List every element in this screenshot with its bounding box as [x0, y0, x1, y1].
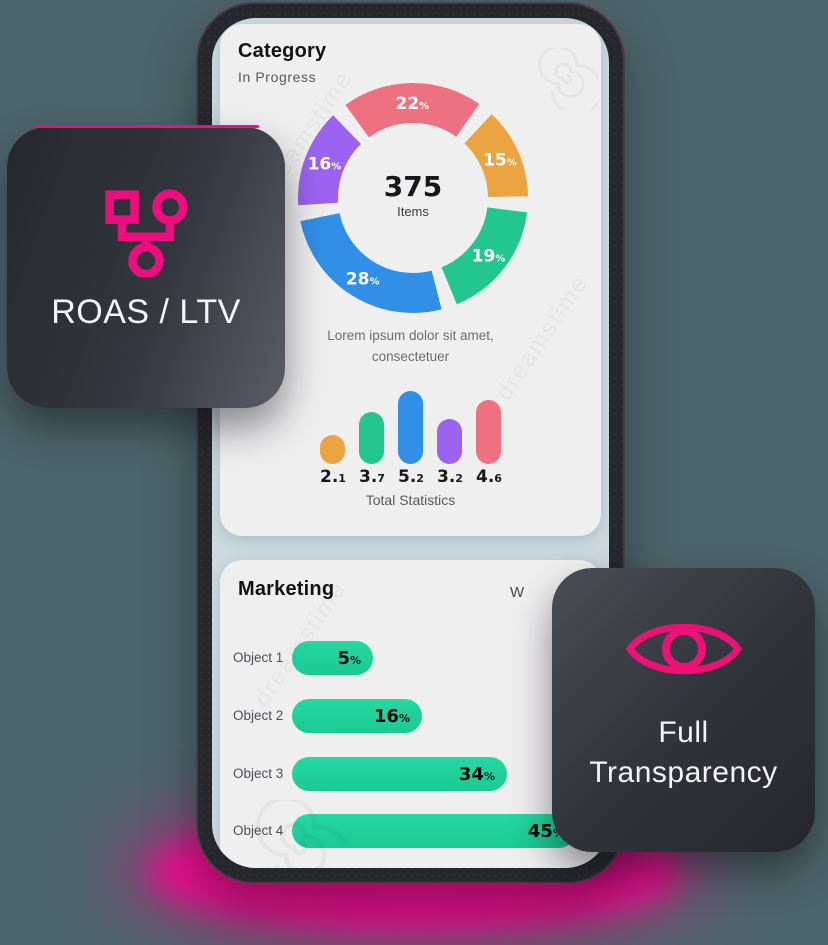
category-note-line2: consectetuer: [371, 348, 450, 364]
stat-bar[interactable]: [359, 412, 384, 464]
stat-bar[interactable]: [398, 391, 423, 464]
marketing-bar-value: 34%: [458, 763, 495, 785]
roas-ltv-card[interactable]: ROAS / LTV: [7, 125, 285, 408]
category-subtitle: In Progress: [238, 69, 317, 85]
marketing-card: Marketing W Object 1 5% Object 2 16% Object …: [220, 560, 601, 868]
bar-chart-value-labels: 2.1 3.7 5.2 3.2 4.6: [220, 467, 601, 487]
donut-segment[interactable]: [440, 206, 528, 305]
roas-ltv-label: ROAS / LTV: [51, 293, 241, 331]
category-note: Lorem ipsum dolor sit amet, consectetuer: [220, 326, 601, 368]
donut-center: 375 Items: [353, 170, 473, 219]
category-title: Category: [238, 40, 327, 62]
donut-chart[interactable]: 22%15%19%28%16%: [288, 73, 538, 323]
roas-card-accent-line: [33, 125, 259, 128]
stat-bar[interactable]: [476, 399, 501, 464]
marketing-row-label: Object 3: [233, 766, 284, 781]
marketing-row-label: Object 2: [233, 708, 284, 723]
stat-bar-value: 4.6: [476, 467, 502, 487]
marketing-bar[interactable]: 45%: [292, 814, 576, 848]
full-transparency-label-line2: Transparency: [589, 756, 778, 789]
donut-total-value: 375: [383, 170, 443, 203]
donut-segment[interactable]: [298, 115, 362, 206]
donut-segment[interactable]: [300, 212, 442, 313]
branch-network-icon: [7, 189, 285, 277]
stat-bar-value: 5.2: [398, 467, 424, 487]
marketing-bar[interactable]: 5%: [292, 641, 373, 675]
bar-chart[interactable]: [220, 386, 601, 464]
stat-bar-value: 2.1: [320, 467, 346, 487]
full-transparency-label-line1: Full: [658, 716, 709, 749]
marketing-title: Marketing: [238, 578, 335, 600]
watermark-spiral-icon: [538, 48, 598, 110]
stat-bar[interactable]: [320, 434, 345, 464]
full-transparency-card[interactable]: Full Transparency: [552, 568, 815, 852]
stat-bar[interactable]: [437, 419, 462, 464]
donut-segment[interactable]: [345, 83, 480, 138]
marketing-row-label: Object 4: [233, 823, 284, 838]
marketing-bar[interactable]: 16%: [292, 699, 422, 733]
marketing-bar-value: 16%: [373, 705, 410, 727]
marketing-bar-value: 5%: [337, 647, 361, 669]
stat-bar-value: 3.2: [437, 467, 463, 487]
marketing-row-label: Object 1: [233, 650, 284, 665]
marketing-bar[interactable]: 34%: [292, 757, 507, 791]
bar-chart-caption: Total Statistics: [365, 492, 456, 508]
marketing-period-label-partial: W: [510, 584, 525, 601]
donut-segment[interactable]: [463, 114, 528, 198]
category-note-line1: Lorem ipsum dolor sit amet,: [327, 328, 494, 343]
donut-total-label: Items: [397, 204, 429, 219]
stat-bar-value: 3.7: [359, 467, 385, 487]
eye-icon: [552, 610, 815, 688]
